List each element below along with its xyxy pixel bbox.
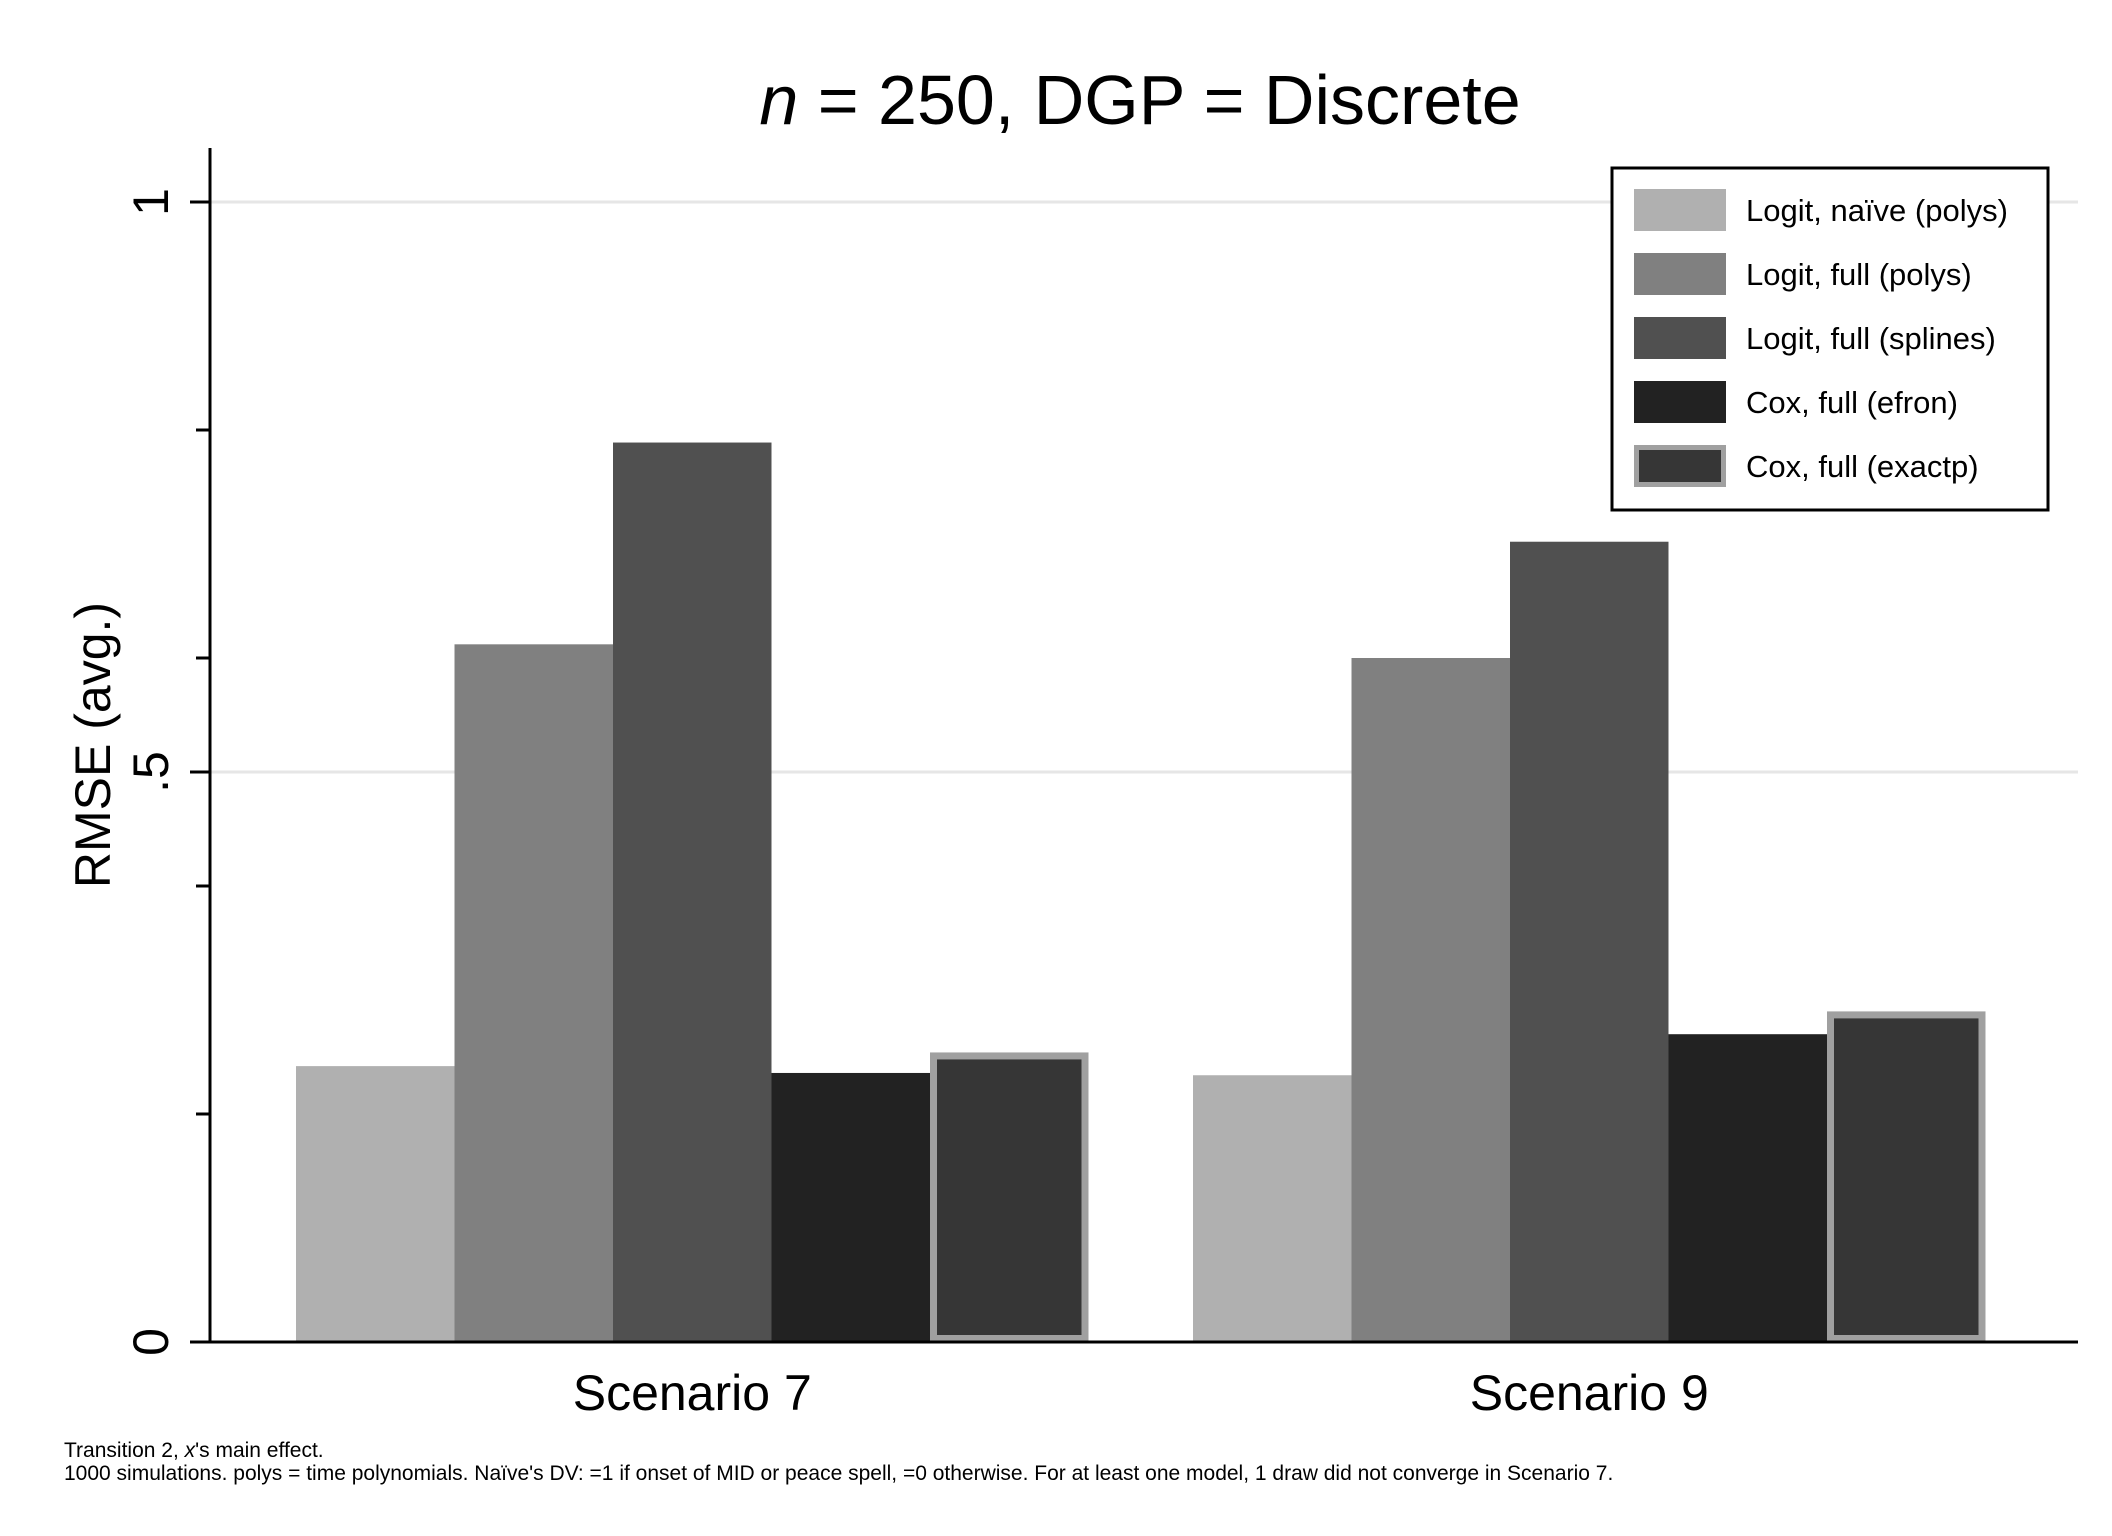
- legend-label: Cox, full (exactp): [1746, 449, 1979, 484]
- note-line-2: 1000 simulations. polys = time polynomia…: [64, 1462, 1613, 1485]
- legend-label: Logit, full (polys): [1746, 257, 1972, 292]
- bar: [613, 442, 772, 1342]
- bar: [1351, 658, 1510, 1342]
- bar: [1510, 541, 1669, 1342]
- legend-swatch: [1634, 189, 1726, 231]
- x-category-label: Scenario 7: [573, 1365, 812, 1421]
- chart-title: n = 250, DGP = Discrete: [759, 61, 1520, 139]
- bar: [296, 1066, 455, 1342]
- legend: Logit, naïve (polys) Logit, full (polys) L…: [1610, 166, 2050, 512]
- bar: [930, 1052, 1089, 1342]
- y-axis-title: RMSE (avg.): [65, 602, 121, 888]
- x-category-labels: Scenario 7 Scenario 9: [573, 1365, 1709, 1421]
- legend-label: Logit, full (splines): [1746, 321, 1996, 356]
- y-tick-label: 0: [123, 1328, 179, 1356]
- bar: [1668, 1034, 1827, 1342]
- legend-label: Cox, full (efron): [1746, 385, 1958, 420]
- note-line-1: Transition 2, x's main effect.: [64, 1439, 324, 1462]
- bar: [454, 644, 613, 1342]
- legend-swatch: [1634, 381, 1726, 423]
- bar: [1193, 1075, 1352, 1342]
- legend-swatch: [1634, 445, 1726, 487]
- legend-swatch: [1634, 253, 1726, 295]
- legend-label: Logit, naïve (polys): [1746, 193, 2008, 228]
- y-tick-label: .5: [123, 751, 179, 793]
- legend-swatch: [1634, 317, 1726, 359]
- bar: [771, 1072, 930, 1342]
- y-ticks: 0.51: [123, 188, 210, 1356]
- y-tick-label: 1: [123, 188, 179, 216]
- bars: [296, 442, 1986, 1343]
- bar: [1827, 1011, 1986, 1343]
- x-category-label: Scenario 9: [1470, 1365, 1709, 1421]
